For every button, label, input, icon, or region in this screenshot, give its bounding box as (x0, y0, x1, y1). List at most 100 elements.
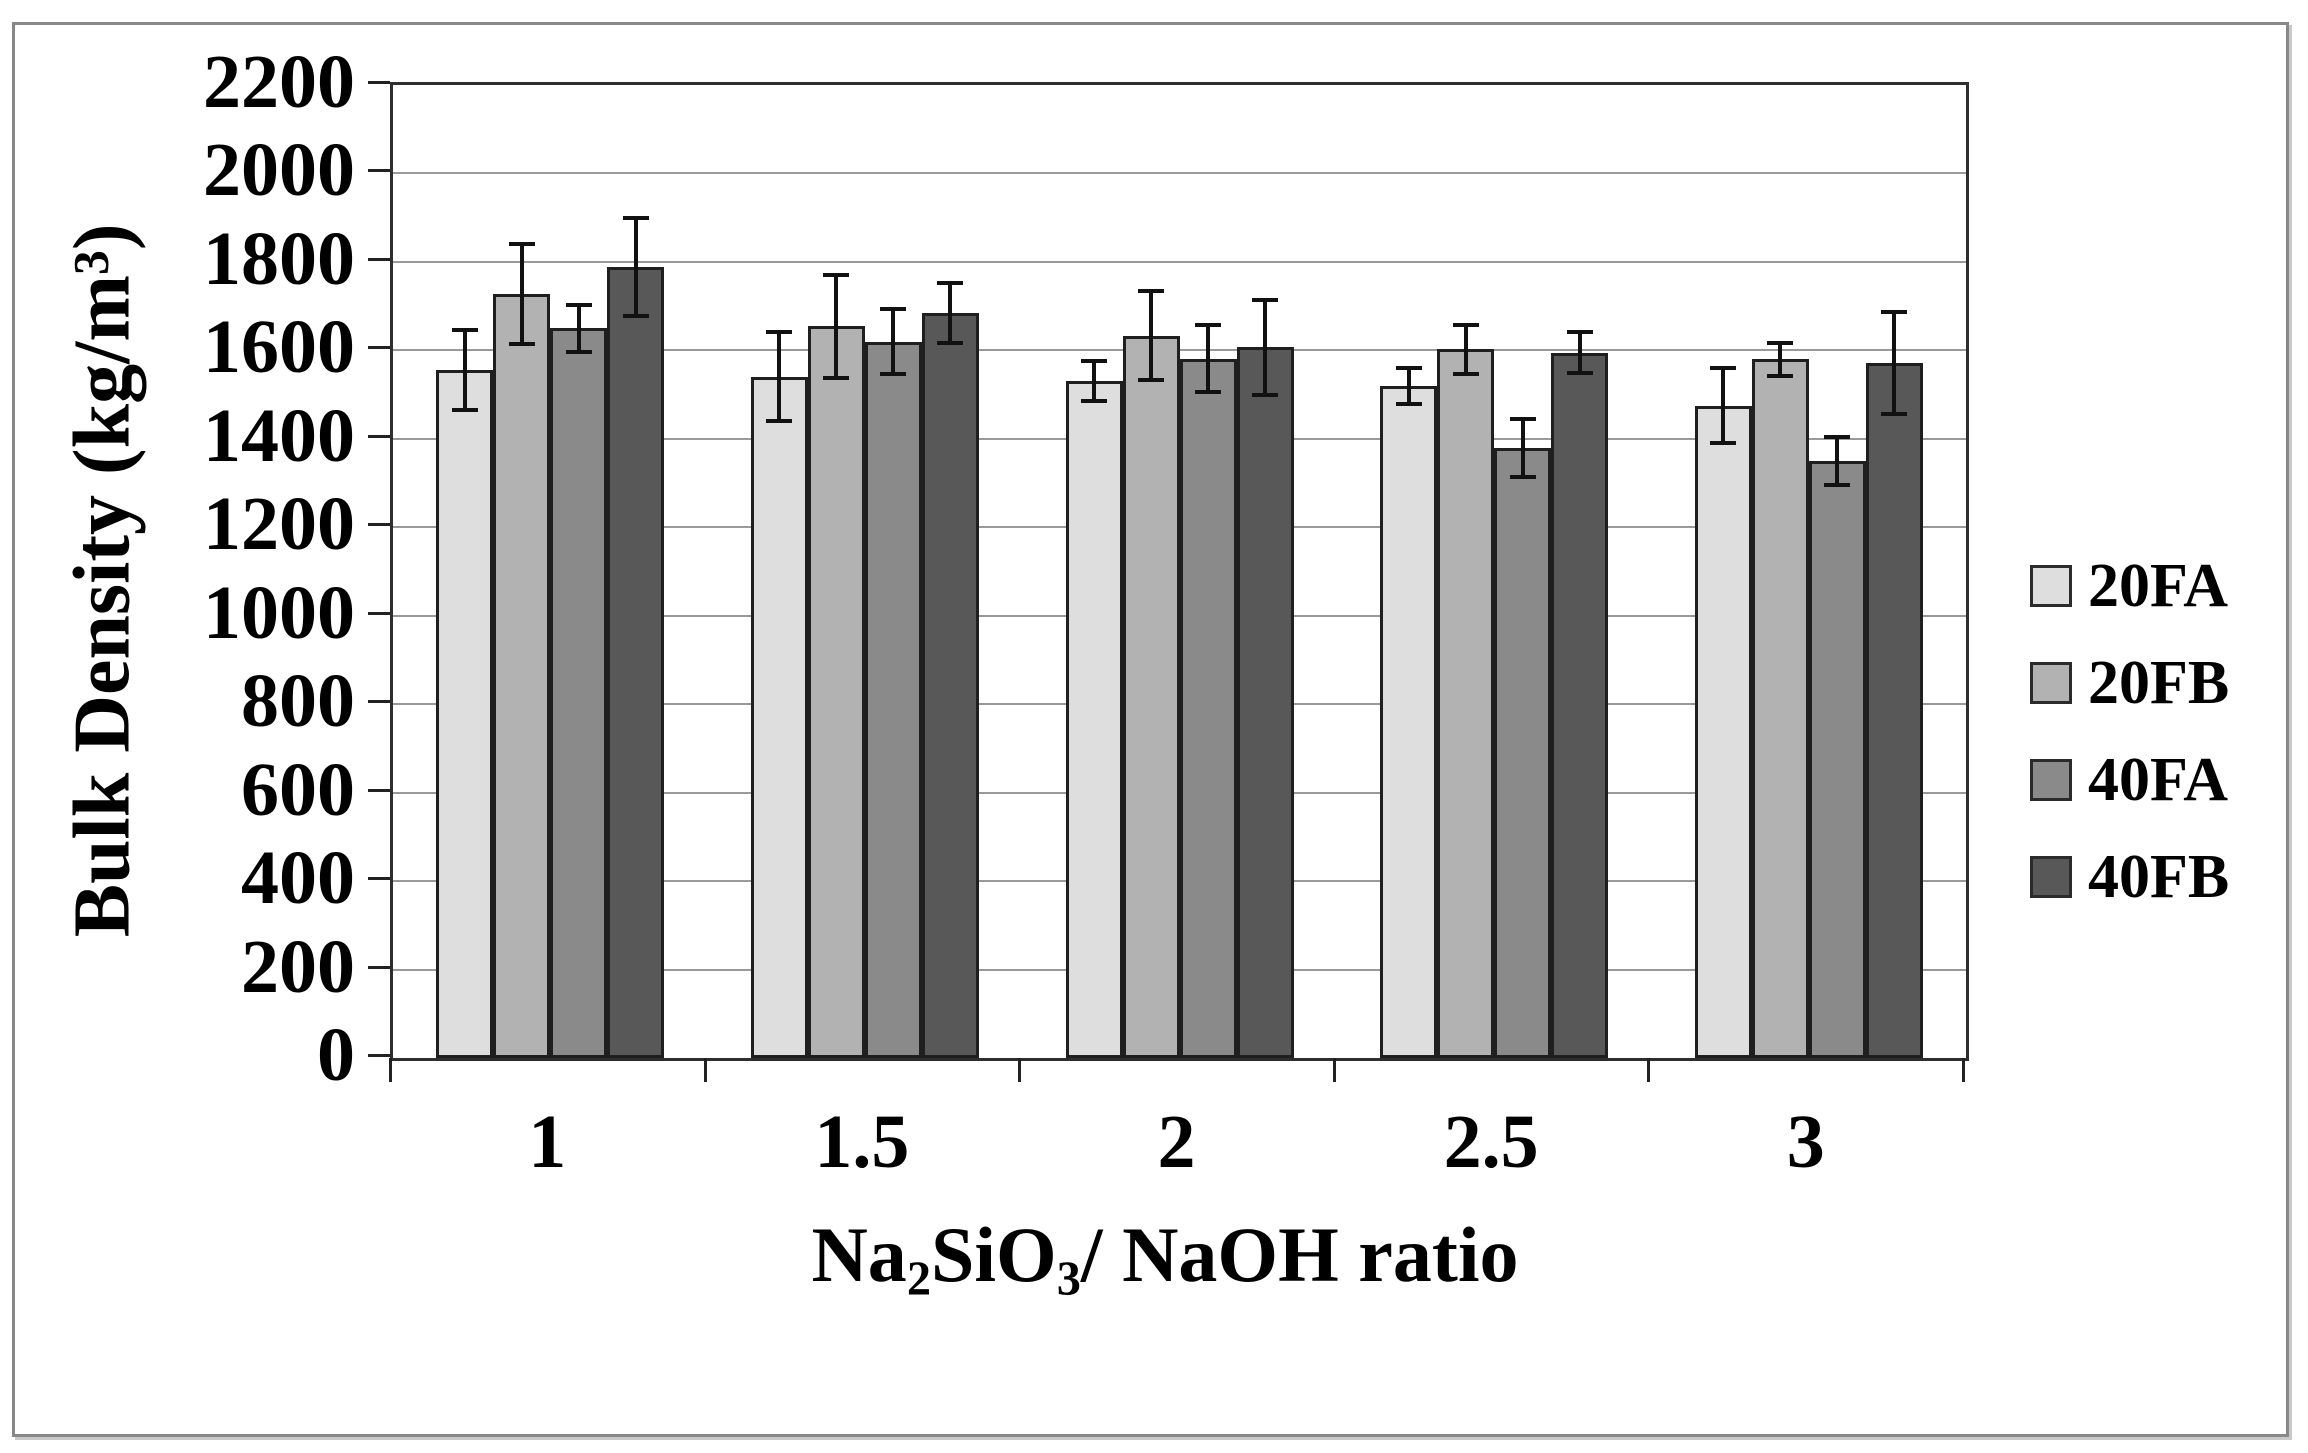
y-tick-label-1000: 1000 (203, 570, 355, 655)
error-bar-20FB-ratio-1.5 (834, 273, 839, 380)
error-cap-bottom-40FA-2.5 (1509, 474, 1536, 479)
y-tick-label-2200: 2200 (203, 40, 355, 124)
x-tick-label-2: 2 (1157, 1100, 1196, 1184)
error-bar-40FA-ratio-3 (1835, 435, 1840, 487)
bar-40FB-ratio-1 (607, 266, 665, 1058)
bar-20FB-ratio-3 (1751, 359, 1809, 1058)
error-bar-20FB-ratio-2.5 (1463, 322, 1468, 376)
legend-label-40FB: 40FB (2088, 842, 2230, 911)
error-bar-40FB-ratio-2 (1263, 297, 1267, 397)
y-tick-0 (368, 1054, 390, 1057)
error-cap-top-40FB-3 (1881, 309, 1908, 314)
error-cap-bottom-40FA-1.5 (880, 372, 907, 376)
x-tick-2 (1018, 1058, 1022, 1082)
x-tick-label-1: 1 (528, 1100, 567, 1184)
y-tick-1600 (368, 346, 390, 350)
legend-item-40FB: 40FB (2030, 828, 2229, 925)
error-bar-20FA-ratio-3 (1721, 365, 1726, 446)
bar-20FA-ratio-1.5 (750, 376, 808, 1058)
error-cap-top-40FA-2.5 (1509, 416, 1536, 421)
bar-20FB-ratio-2.5 (1437, 349, 1495, 1058)
legend-item-20FA: 20FA (2030, 537, 2229, 634)
y-tick-label-1800: 1800 (203, 216, 355, 301)
bar-40FA-ratio-2.5 (1494, 447, 1552, 1058)
y-tick-label-0: 0 (317, 1013, 355, 1097)
error-cap-bottom-40FB-1 (622, 313, 649, 318)
error-bar-20FB-ratio-1 (519, 241, 524, 346)
error-bar-20FA-ratio-2 (1092, 359, 1096, 404)
x-tick-label-1.5: 1.5 (814, 1100, 910, 1184)
error-bar-40FA-ratio-2 (1206, 323, 1210, 395)
error-bar-20FA-ratio-2.5 (1406, 365, 1411, 406)
error-bar-40FB-ratio-1 (633, 215, 638, 318)
text-fragment: SiO (931, 1211, 1057, 1298)
error-bar-40FB-ratio-3 (1892, 309, 1897, 416)
y-tick-label-400: 400 (241, 836, 355, 921)
x-tick-label-3: 3 (1786, 1100, 1825, 1184)
error-cap-bottom-20FA-1 (451, 408, 478, 413)
error-cap-bottom-20FB-3 (1767, 373, 1794, 378)
x-tick-5 (1962, 1058, 1965, 1082)
y-tick-label-600: 600 (241, 747, 355, 832)
error-cap-bottom-40FA-3 (1824, 482, 1851, 487)
y-tick-label-800: 800 (241, 659, 355, 744)
error-bar-20FA-ratio-1 (462, 328, 467, 413)
error-cap-bottom-20FB-2.5 (1452, 371, 1479, 376)
error-cap-bottom-20FA-1.5 (766, 419, 793, 424)
error-cap-top-40FB-1.5 (937, 281, 964, 286)
error-cap-bottom-20FB-1 (508, 341, 535, 346)
error-cap-top-40FA-3 (1824, 435, 1851, 440)
error-cap-top-20FA-2.5 (1395, 365, 1422, 370)
error-cap-bottom-40FA-2 (1195, 390, 1221, 395)
text-fragment: / NaOH ratio (1080, 1211, 1519, 1298)
error-cap-top-20FA-1.5 (766, 330, 793, 335)
bar-20FB-ratio-1 (493, 293, 551, 1058)
legend-item-40FA: 40FA (2030, 731, 2229, 828)
error-cap-top-20FB-2 (1138, 289, 1164, 294)
error-bar-40FA-ratio-1 (576, 302, 581, 354)
error-cap-top-40FB-2.5 (1566, 330, 1593, 335)
error-cap-bottom-20FB-1.5 (823, 375, 850, 380)
bar-40FA-ratio-2 (1179, 358, 1237, 1058)
legend-label-20FB: 20FB (2088, 648, 2230, 717)
error-cap-bottom-40FB-1.5 (937, 341, 964, 346)
bar-40FB-ratio-2.5 (1551, 352, 1609, 1058)
x-tick-label-2.5: 2.5 (1443, 1100, 1539, 1184)
y-tick-label-200: 200 (241, 924, 355, 1009)
error-cap-bottom-40FB-3 (1881, 411, 1908, 416)
bar-40FA-ratio-1.5 (864, 341, 922, 1058)
y-tick-label-1600: 1600 (203, 305, 355, 390)
error-cap-top-20FA-2 (1081, 359, 1107, 364)
y-tick-1400 (368, 434, 390, 438)
text-fragment: Na (811, 1211, 907, 1298)
error-bar-20FA-ratio-1.5 (777, 330, 782, 424)
error-bar-40FB-ratio-2.5 (1577, 330, 1582, 375)
error-cap-top-20FB-1 (508, 241, 535, 246)
error-cap-top-20FA-3 (1710, 365, 1737, 370)
y-tick-label-1200: 1200 (203, 482, 355, 567)
error-cap-top-20FB-2.5 (1452, 322, 1479, 327)
legend-swatch-20FB (2030, 661, 2072, 704)
error-cap-top-40FA-2 (1195, 323, 1221, 328)
x-tick-3 (1332, 1058, 1336, 1082)
text-fragment: 2 (906, 1252, 931, 1306)
gridline-1600 (393, 349, 1966, 352)
bar-40FB-ratio-3 (1865, 362, 1923, 1058)
y-tick-200 (368, 965, 390, 969)
error-bar-40FA-ratio-1.5 (891, 307, 896, 376)
y-tick-600 (368, 788, 390, 792)
legend: 20FA 20FB 40FA 40FB (2030, 537, 2229, 925)
plot-area (390, 82, 1969, 1061)
gridline-2000 (393, 172, 1966, 175)
legend-label-20FA: 20FA (2088, 551, 2229, 620)
bar-20FA-ratio-1 (436, 370, 494, 1058)
error-bar-40FB-ratio-1.5 (948, 281, 953, 346)
error-cap-bottom-40FA-1 (565, 349, 592, 354)
y-tick-400 (368, 877, 390, 881)
x-tick-0 (389, 1058, 392, 1082)
legend-swatch-20FA (2030, 564, 2072, 607)
error-cap-top-20FB-1.5 (823, 273, 850, 278)
error-cap-bottom-20FA-3 (1710, 441, 1737, 446)
y-tick-800 (368, 700, 390, 704)
